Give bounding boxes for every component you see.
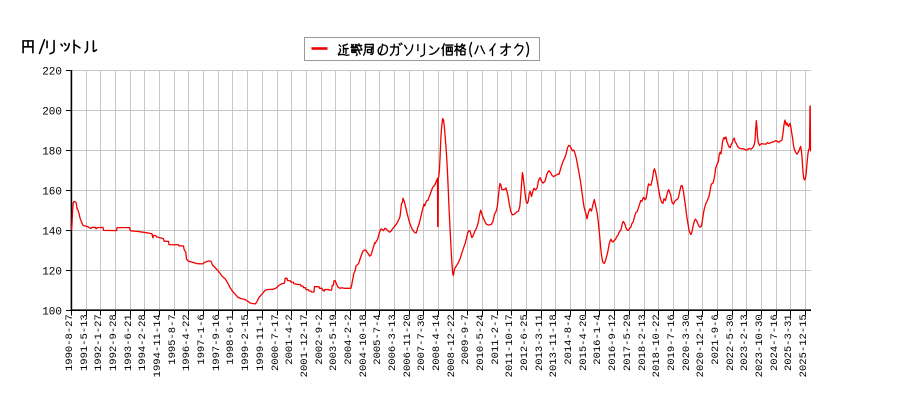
svg-text:1994-2-28: 1994-2-28 bbox=[137, 314, 149, 371]
svg-text:1992-9-28: 1992-9-28 bbox=[108, 314, 120, 371]
svg-text:120: 120 bbox=[42, 267, 62, 279]
svg-text:2014-8-4: 2014-8-4 bbox=[563, 314, 575, 364]
svg-text:1997-1-6: 1997-1-6 bbox=[196, 314, 208, 364]
svg-text:2004-10-18: 2004-10-18 bbox=[358, 314, 370, 377]
svg-text:1995-8-7: 1995-8-7 bbox=[167, 314, 179, 364]
svg-text:1999-2-15: 1999-2-15 bbox=[240, 314, 252, 371]
svg-text:2001-12-17: 2001-12-17 bbox=[299, 314, 311, 377]
svg-text:1991-5-13: 1991-5-13 bbox=[79, 314, 91, 371]
svg-text:2003-5-19: 2003-5-19 bbox=[328, 314, 340, 371]
svg-text:1996-4-22: 1996-4-22 bbox=[181, 314, 193, 371]
svg-text:2004-2-2: 2004-2-2 bbox=[343, 314, 355, 364]
svg-text:2015-4-20: 2015-4-20 bbox=[578, 314, 590, 371]
svg-text:2001-4-2: 2001-4-2 bbox=[284, 314, 296, 364]
svg-text:1992-1-27: 1992-1-27 bbox=[93, 314, 105, 371]
svg-text:100: 100 bbox=[42, 307, 62, 319]
svg-text:2023-10-30: 2023-10-30 bbox=[754, 314, 766, 377]
svg-text:2025-12-15: 2025-12-15 bbox=[798, 314, 810, 377]
svg-text:1997-9-16: 1997-9-16 bbox=[211, 314, 223, 371]
svg-text:2019-7-16: 2019-7-16 bbox=[666, 314, 678, 371]
svg-text:2021-9-6: 2021-9-6 bbox=[710, 314, 722, 364]
svg-text:2009-9-7: 2009-9-7 bbox=[460, 314, 472, 364]
svg-text:2020-12-14: 2020-12-14 bbox=[695, 314, 707, 377]
svg-text:160: 160 bbox=[42, 187, 62, 199]
svg-text:2018-2-13: 2018-2-13 bbox=[637, 314, 649, 371]
svg-text:2024-7-16: 2024-7-16 bbox=[769, 314, 781, 371]
svg-text:200: 200 bbox=[42, 107, 62, 119]
svg-text:1993-6-21: 1993-6-21 bbox=[123, 314, 135, 371]
svg-text:140: 140 bbox=[42, 227, 62, 239]
svg-text:2013-11-18: 2013-11-18 bbox=[548, 314, 560, 377]
svg-text:2000-7-17: 2000-7-17 bbox=[270, 314, 282, 371]
svg-text:1990-8-27: 1990-8-27 bbox=[64, 314, 76, 371]
svg-text:2011-10-17: 2011-10-17 bbox=[504, 314, 516, 377]
svg-text:2018-10-22: 2018-10-22 bbox=[651, 314, 663, 377]
svg-text:2013-3-11: 2013-3-11 bbox=[534, 314, 546, 371]
svg-text:2017-5-29: 2017-5-29 bbox=[622, 314, 634, 371]
svg-text:2011-2-7: 2011-2-7 bbox=[490, 314, 502, 364]
svg-text:2008-4-14: 2008-4-14 bbox=[431, 314, 443, 371]
svg-text:220: 220 bbox=[42, 67, 62, 79]
svg-text:2023-2-13: 2023-2-13 bbox=[739, 314, 751, 371]
svg-text:2002-9-2: 2002-9-2 bbox=[314, 314, 326, 364]
svg-text:2008-12-22: 2008-12-22 bbox=[446, 314, 458, 377]
svg-text:2007-7-30: 2007-7-30 bbox=[416, 314, 428, 371]
svg-text:2025-3-31: 2025-3-31 bbox=[783, 314, 795, 371]
svg-text:2006-3-13: 2006-3-13 bbox=[387, 314, 399, 371]
svg-text:2006-11-20: 2006-11-20 bbox=[402, 314, 414, 377]
svg-text:2020-3-30: 2020-3-30 bbox=[681, 314, 693, 371]
svg-text:2016-1-4: 2016-1-4 bbox=[592, 314, 604, 364]
svg-text:180: 180 bbox=[42, 147, 62, 159]
svg-text:2012-6-25: 2012-6-25 bbox=[519, 314, 531, 371]
svg-text:1999-11-1: 1999-11-1 bbox=[255, 314, 267, 371]
svg-text:2010-5-24: 2010-5-24 bbox=[475, 314, 487, 371]
svg-text:2016-9-12: 2016-9-12 bbox=[607, 314, 619, 371]
svg-text:2022-5-30: 2022-5-30 bbox=[725, 314, 737, 371]
svg-text:2005-7-4: 2005-7-4 bbox=[372, 314, 384, 364]
svg-text:1994-11-14: 1994-11-14 bbox=[152, 314, 164, 377]
svg-text:1998-6-1: 1998-6-1 bbox=[225, 314, 237, 364]
